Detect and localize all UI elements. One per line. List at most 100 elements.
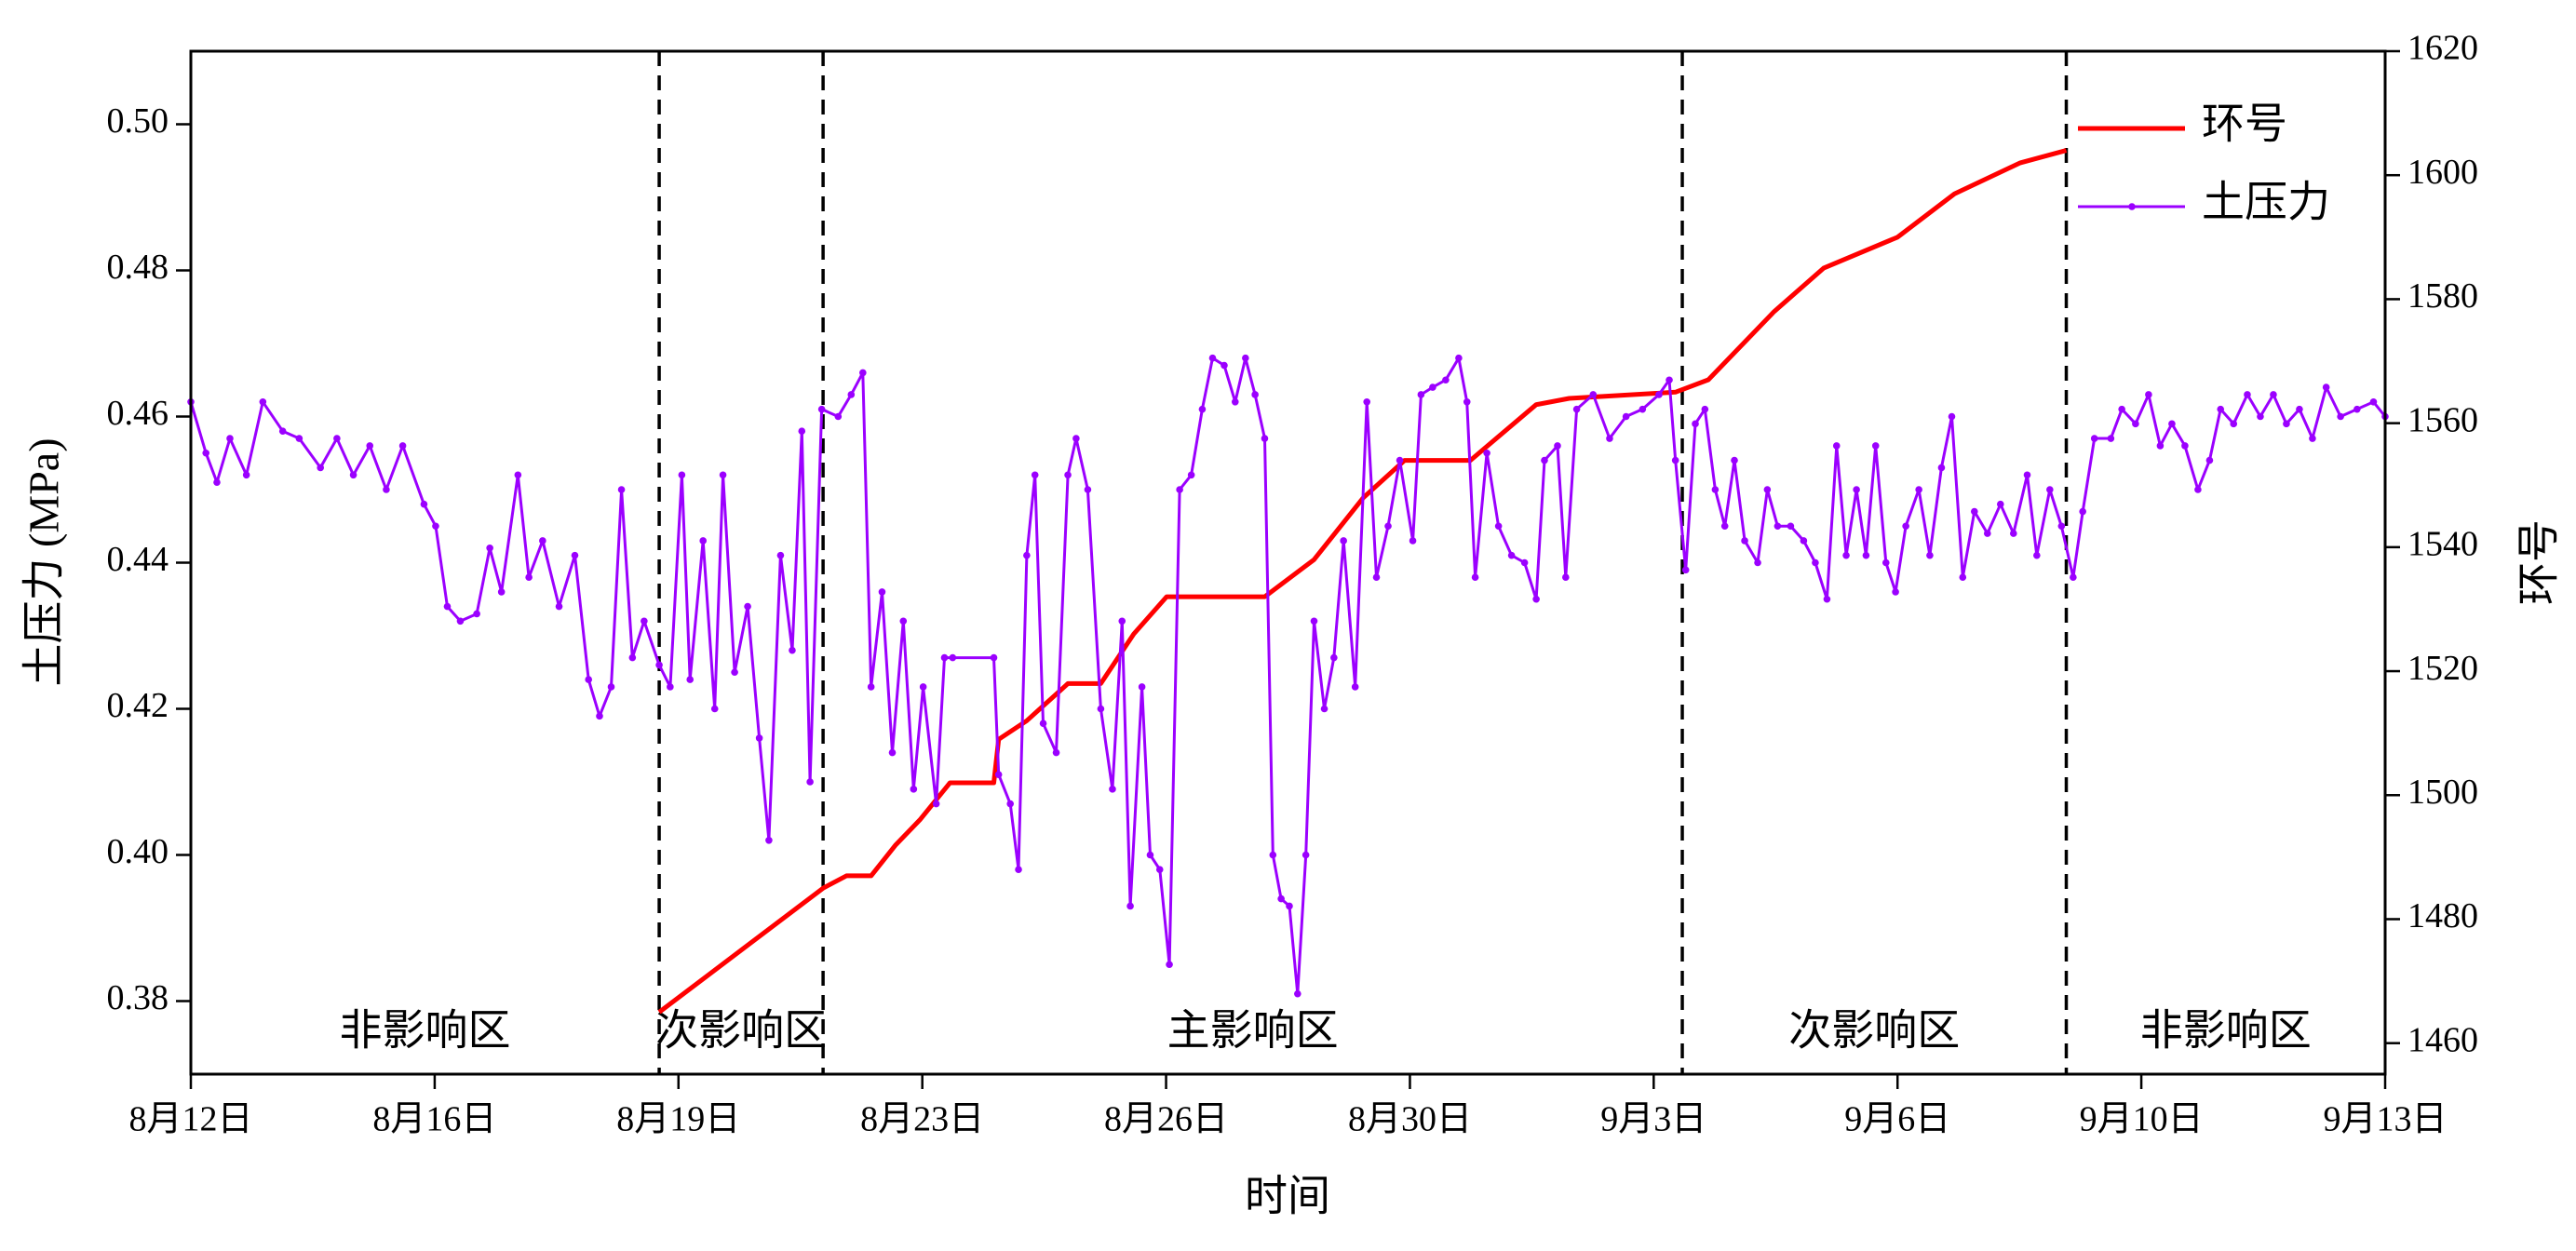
series-marker [2046,486,2054,493]
series-marker [2217,405,2225,413]
series-line [189,356,2387,996]
series-marker [1520,558,1529,567]
series-marker [525,573,533,581]
series-marker [1774,522,1782,531]
series-marker [1052,748,1060,757]
series-marker [1118,617,1126,626]
series-marker [333,435,341,442]
series-marker [2205,456,2214,464]
series-marker [2194,486,2202,493]
series-marker [443,602,452,611]
series-marker [2079,507,2086,516]
series-marker [278,427,287,436]
series-marker [932,800,940,808]
series-marker [295,435,303,442]
series-marker [1763,486,1772,493]
series-marker [1409,537,1417,545]
series-marker [1937,464,1946,472]
series-marker [514,471,522,479]
series-marker [1494,522,1503,531]
series-marker [731,668,738,677]
series-marker [888,748,897,757]
series-marker [2244,391,2251,398]
series-line [657,148,2068,1015]
y2-tick-label: 1480 [2407,896,2478,935]
series-marker [919,683,927,691]
series-marker [1655,391,1663,398]
y-tick-label: 0.50 [107,101,169,141]
series-marker [1926,551,1934,559]
series-marker [1701,405,1709,413]
x-tick-label: 9月6日 [1844,1100,1950,1139]
y-tick-label: 0.40 [107,832,169,871]
series-marker [744,602,751,611]
series-marker [655,661,663,669]
series-marker [555,602,563,611]
y-axis-title: 土压力 (MPa) [20,437,68,686]
series-marker [755,734,763,742]
series-marker [1948,412,1956,421]
series-marker [641,617,648,626]
series-marker [1823,595,1831,603]
series-marker [1915,486,1922,493]
series-marker [1606,435,1613,442]
series-marker [1126,902,1134,910]
series-marker [628,653,637,662]
legend-marker [2128,203,2136,210]
series-marker [1251,391,1259,398]
zone-label: 次影响区 [655,1007,827,1055]
series-marker [1483,449,1490,457]
series-marker [1384,522,1392,531]
series-marker [1097,705,1105,713]
series-marker [1471,573,1479,581]
x-tick-label: 8月16日 [372,1100,496,1139]
series-marker [2009,530,2017,537]
series-marker [1208,354,1217,362]
plot-frame [189,49,2387,1076]
series-marker [1006,800,1014,808]
series-marker [1442,376,1450,384]
series-marker [585,676,593,683]
y2-tick-label: 1600 [2407,153,2478,192]
zone-label: 非影响区 [340,1007,511,1055]
y2-tick-label: 1560 [2407,400,2478,439]
zone-label: 非影响区 [2140,1007,2312,1055]
series-marker [366,442,374,450]
series-marker [259,398,267,406]
series-marker [2270,391,2277,398]
series-marker [202,449,210,457]
series-marker [432,522,439,531]
series-marker [2090,435,2098,442]
series-marker [798,427,806,436]
series-marker [1959,573,1967,581]
series-marker [1294,989,1301,998]
series-marker [1064,471,1072,479]
series-marker [1455,354,1463,362]
series-marker [1340,537,1347,545]
series-marker [1277,895,1285,903]
series-marker [2145,391,2152,398]
series-marker [571,551,579,559]
series-marker [1351,683,1359,691]
series-marker [497,588,506,596]
series-marker [486,545,493,552]
series-marker [1970,507,1978,516]
x-tick-label: 8月12日 [128,1100,252,1139]
y-tick-label: 0.46 [107,394,169,433]
series-marker [2107,435,2115,442]
y-tick-label: 0.42 [107,686,169,725]
series-marker [667,683,674,691]
series-marker [1023,551,1031,559]
series-marker [1320,705,1328,713]
series-marker [1155,866,1164,873]
series-marker [1146,851,1154,859]
series-marker [910,786,918,793]
series-marker [1507,551,1516,559]
series-marker [765,837,773,844]
series-marker [789,646,796,654]
series-marker [686,676,695,683]
series-marker [349,471,357,479]
y2-tick-label: 1540 [2407,525,2478,564]
